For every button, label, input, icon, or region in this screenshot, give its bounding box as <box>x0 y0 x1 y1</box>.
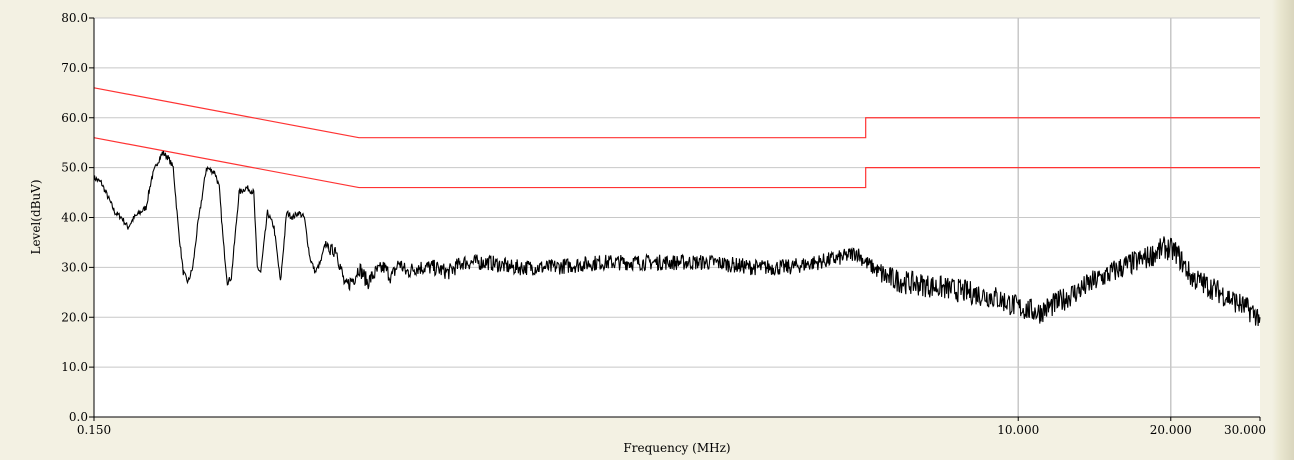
x-tick-label: 20.000 <box>1150 423 1192 437</box>
y-axis-ticks: 0.0 10.0 20.0 30.0 40.0 50.0 60.0 70.0 80.0 <box>61 11 94 424</box>
y-tick-label: 0.0 <box>69 410 88 424</box>
x-gridlines <box>1017 18 1172 417</box>
limit-line-2 <box>93 137 1260 189</box>
y-tick-label: 60.0 <box>61 111 88 125</box>
y-tick-label: 70.0 <box>61 61 88 75</box>
limit-lines <box>93 87 1260 189</box>
x-tick-label: 0.150 <box>77 423 111 437</box>
y-axis-title: Level(dBuV) <box>29 179 43 254</box>
measurement-series <box>93 150 1261 327</box>
y-gridlines <box>94 17 1260 368</box>
limit-line-1 <box>93 87 1260 139</box>
y-tick-label: 30.0 <box>61 260 88 274</box>
window-right-edge <box>1272 0 1294 460</box>
y-tick-label: 50.0 <box>61 161 88 175</box>
y-tick-label: 40.0 <box>61 211 88 225</box>
x-axis-ticks: 0.150 10.000 20.000 30.000 <box>77 417 1266 437</box>
x-tick-label: 10.000 <box>997 423 1039 437</box>
y-tick-label: 10.0 <box>61 360 88 374</box>
x-tick-label: 30.000 <box>1224 423 1266 437</box>
x-axis-title: Frequency (MHz) <box>623 441 730 455</box>
y-tick-label: 80.0 <box>61 11 88 25</box>
y-tick-label: 20.0 <box>61 310 88 324</box>
measurement-line <box>93 150 1261 327</box>
